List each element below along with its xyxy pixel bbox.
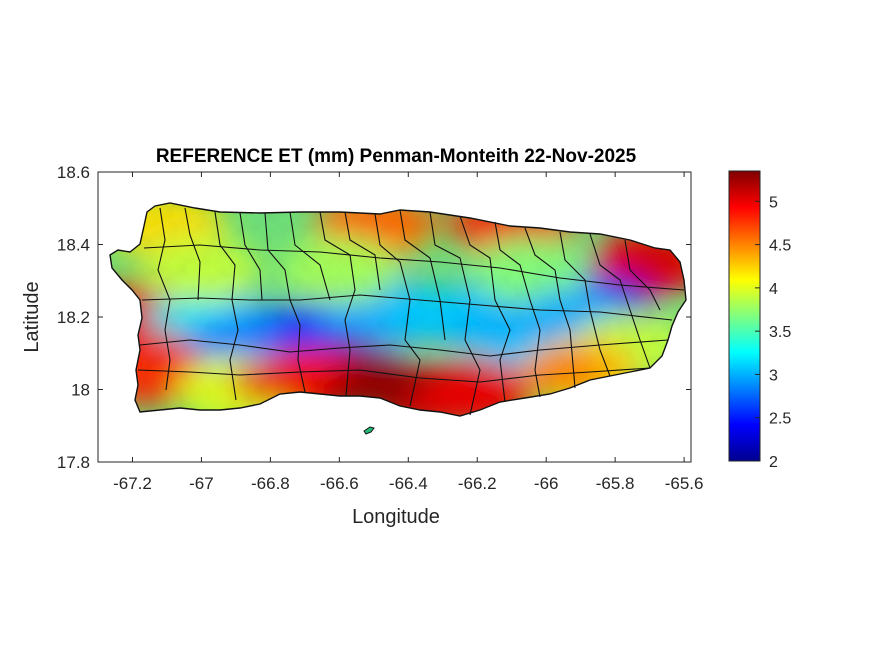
- municipality-border: [239, 212, 263, 301]
- x-tick-label: -67: [189, 474, 214, 493]
- municipality-border: [319, 211, 356, 397]
- colorbar: 2 2.5 3 3.5 4 4.5 5: [728, 170, 791, 471]
- municipality-border: [494, 221, 541, 398]
- y-tick-label: 17.8: [57, 453, 90, 472]
- x-tick-label: -66.8: [251, 474, 290, 493]
- municipality-border: [214, 211, 239, 401]
- municipality-border: [184, 207, 201, 301]
- caja-de-muertos-island: [363, 426, 375, 435]
- colorbar-tick-label: 3: [769, 367, 778, 384]
- x-tick-label: -66.2: [458, 474, 497, 493]
- municipality-border: [429, 211, 481, 416]
- y-tick-label: 18.6: [57, 163, 90, 182]
- x-tick-label: -65.8: [596, 474, 635, 493]
- municipality-border: [137, 367, 651, 383]
- y-tick-label: 18: [71, 381, 90, 400]
- colorbar-ticks: 2 2.5 3 3.5 4 4.5 5: [755, 194, 791, 471]
- colorbar-tick-label: 2.5: [769, 411, 791, 428]
- municipality-border: [559, 231, 611, 377]
- municipality-border: [289, 211, 331, 301]
- municipality-border: [139, 339, 669, 357]
- y-tick-label: 18.4: [57, 236, 90, 255]
- y-axis-ticks: 17.8 18 18.2 18.4 18.6: [57, 163, 691, 472]
- x-tick-label: -66.4: [389, 474, 428, 493]
- colorbar-gradient: [728, 170, 761, 462]
- x-tick-label: -66: [534, 474, 559, 493]
- municipality-border: [589, 233, 651, 369]
- y-axis-label: Latitude: [21, 281, 43, 352]
- chart-title: REFERENCE ET (mm) Penman-Monteith 22-Nov…: [156, 146, 637, 167]
- municipality-border: [143, 244, 685, 291]
- municipality-border: [624, 239, 661, 311]
- municipality-border: [374, 213, 421, 407]
- map-axes: -67.2 -67 -66.8 -66.6 -66.4 -66.2 -66 -65.8 -65.…: [57, 163, 704, 493]
- x-tick-label: -66.6: [320, 474, 359, 493]
- municipality-border: [459, 215, 511, 403]
- municipality-border: [141, 294, 673, 321]
- colorbar-tick-label: 5: [769, 194, 778, 211]
- colorbar-tick-label: 4.5: [769, 238, 791, 255]
- et-field: [110, 203, 686, 416]
- colorbar-tick-label: 4: [769, 281, 778, 298]
- island-coastline: [109, 202, 687, 417]
- colorbar-tick-label: 3.5: [769, 324, 791, 341]
- municipality-border: [399, 209, 446, 341]
- municipality-borders: [137, 207, 685, 416]
- municipality-border: [344, 211, 381, 291]
- municipality-border: [157, 207, 171, 391]
- colorbar-tick-label: 2: [769, 454, 778, 471]
- municipality-border: [524, 227, 576, 389]
- x-axis-ticks: -67.2 -67 -66.8 -66.6 -66.4 -66.2 -66 -65.8 -65.…: [113, 172, 703, 493]
- x-axis-label: Longitude: [352, 506, 440, 528]
- x-tick-label: -67.2: [113, 474, 152, 493]
- y-tick-label: 18.2: [57, 308, 90, 327]
- x-tick-label: -65.6: [665, 474, 704, 493]
